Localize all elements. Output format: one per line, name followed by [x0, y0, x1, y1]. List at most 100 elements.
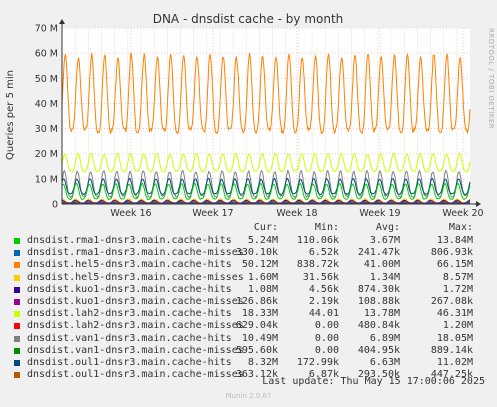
legend-min: 838.72k — [296, 259, 339, 271]
y-axis-arrow — [59, 19, 65, 24]
legend-series-name: dnsdist.lah2-dnsr3.main.cache-misses — [27, 320, 244, 332]
legend-avg: 404.95k — [357, 344, 400, 356]
legend-min: 0.00 — [314, 332, 339, 344]
legend-swatch — [14, 298, 20, 305]
legend-series-name: dnsdist.kuo1-dnsr3.main.cache-hits — [27, 283, 232, 295]
last-update: Last update: Thu May 15 17:00:06 2025 — [262, 376, 485, 387]
legend-max: 46.31M — [436, 308, 473, 320]
y-tick-label: 70 M — [35, 24, 58, 35]
legend-header-avg: Avg: — [375, 222, 400, 233]
legend-cur: 1.08M — [247, 283, 278, 295]
legend-max: 8.57M — [442, 271, 473, 283]
legend-max: 267.08k — [430, 295, 473, 307]
chart-title: DNA - dnsdist cache - by month — [153, 12, 344, 26]
y-tick-label: 40 M — [35, 99, 58, 110]
legend-cur: 330.10k — [235, 247, 278, 259]
legend-series-name: dnsdist.rma1-dnsr3.main.cache-misses — [27, 247, 244, 259]
y-tick-label: 10 M — [35, 174, 58, 185]
legend-avg: 293.50k — [357, 369, 400, 381]
legend-row: dnsdist.van1-dnsr3.main.cache-misses 595.… — [12, 345, 490, 357]
legend-swatch — [14, 335, 20, 342]
legend-row: dnsdist.lah2-dnsr3.main.cache-misses 629.… — [12, 320, 490, 332]
legend-series-name: dnsdist.van1-dnsr3.main.cache-misses — [27, 344, 244, 356]
side-label: RRDTOOL / TOBI OETIKER — [487, 28, 495, 130]
legend-row: dnsdist.van1-dnsr3.main.cache-hits 10.49M… — [12, 333, 490, 345]
legend-max: 11.02M — [436, 356, 473, 368]
legend-avg: 108.88k — [357, 295, 400, 307]
legend-min: 2.19k — [308, 295, 339, 307]
series-line — [61, 182, 471, 201]
footer: Munin 2.0.67 — [225, 392, 272, 400]
legend-avg: 41.00M — [363, 259, 400, 271]
legend-min: 6.52k — [308, 247, 339, 259]
legend-cur: 18.33M — [241, 308, 278, 320]
y-axis-label: Queries per 5 min — [5, 70, 16, 160]
legend-series-name: dnsdist.hel5-dnsr3.main.cache-misses — [27, 271, 244, 283]
legend-cur: 8.32M — [247, 356, 278, 368]
legend-cur: 5.24M — [247, 235, 278, 246]
legend-avg: 241.47k — [357, 247, 400, 259]
y-tick-label: 30 M — [35, 124, 58, 135]
legend-row: dnsdist.hel5-dnsr3.main.cache-misses 1.60… — [12, 272, 490, 284]
legend-cur: 1.60M — [247, 271, 278, 283]
legend-swatch — [14, 311, 20, 318]
legend-max: 1.72M — [442, 283, 473, 295]
legend-swatch — [14, 262, 20, 269]
y-tick-label: 50 M — [35, 74, 58, 85]
legend-cur: 50.12M — [241, 259, 278, 271]
legend-max: 806.93k — [430, 247, 473, 259]
legend-max: 889.14k — [430, 344, 473, 356]
axes: 0 10 M 20 M 30 M 40 M 50 M 60 M 70 M Week 16 Week… — [35, 19, 484, 219]
legend-min: 0.00 — [314, 344, 339, 356]
legend-min: 0.00 — [314, 320, 339, 332]
y-tick-label: 0 — [52, 200, 58, 211]
x-tick-label: Week 16 — [110, 208, 151, 219]
legend-min: 31.56k — [302, 271, 339, 283]
series-line — [61, 152, 471, 173]
x-tick-label: Week 19 — [359, 208, 400, 219]
series-line — [61, 52, 471, 135]
legend-row: dnsdist.oul1-dnsr3.main.cache-hits 8.32M 1… — [12, 357, 490, 369]
legend-series-name: dnsdist.oul1-dnsr3.main.cache-misses — [27, 369, 244, 381]
legend-swatch — [14, 359, 20, 366]
legend-max: 1.20M — [442, 320, 473, 332]
legend-swatch — [14, 250, 20, 257]
legend-series-name: dnsdist.hel5-dnsr3.main.cache-hits — [27, 259, 232, 271]
x-tick-label: Week 17 — [192, 208, 233, 219]
series-line — [61, 177, 471, 196]
legend-cur: 10.49M — [241, 332, 278, 344]
legend-header-cur: Cur: — [253, 222, 278, 233]
legend-cur: 595.60k — [235, 344, 278, 356]
y-tick-label: 60 M — [35, 49, 58, 60]
legend-min: 110.06k — [296, 235, 339, 246]
x-tick-label: Week 18 — [276, 208, 317, 219]
legend-row: dnsdist.rma1-dnsr3.main.cache-hits 5.24M 1… — [12, 235, 490, 247]
legend-avg: 6.63M — [369, 356, 400, 368]
legend-row: dnsdist.kuo1-dnsr3.main.cache-misses 126.… — [12, 296, 490, 308]
legend-avg: 874.30k — [357, 283, 400, 295]
legend-avg: 480.84k — [357, 320, 400, 332]
legend-swatch — [14, 274, 20, 281]
legend-max: 66.15M — [436, 259, 473, 271]
legend-min: 4.56k — [308, 283, 339, 295]
legend-min: 44.01 — [308, 308, 339, 320]
legend-avg: 1.34M — [369, 271, 400, 283]
legend-min: 6.87k — [308, 369, 339, 381]
legend: Cur: Min: Avg: Max: dnsdist.rma1-dnsr3.m… — [12, 222, 490, 381]
legend-row: dnsdist.hel5-dnsr3.main.cache-hits 50.12M… — [12, 259, 490, 271]
legend-series-name: dnsdist.van1-dnsr3.main.cache-hits — [27, 332, 232, 344]
legend-header-max: Max: — [448, 222, 473, 233]
legend-swatch — [14, 347, 20, 354]
legend-max: 18.05M — [436, 332, 473, 344]
x-tick-label: Week 20 — [442, 208, 483, 219]
grid — [62, 27, 470, 205]
legend-series-name: dnsdist.kuo1-dnsr3.main.cache-misses — [27, 295, 244, 307]
y-tick-label: 20 M — [35, 149, 58, 160]
legend-max: 447.25k — [430, 369, 473, 381]
legend-series-name: dnsdist.rma1-dnsr3.main.cache-hits — [27, 235, 232, 246]
legend-row: dnsdist.oul1-dnsr3.main.cache-misses 363.… — [12, 369, 490, 381]
legend-avg: 6.89M — [369, 332, 400, 344]
x-axis-arrow — [476, 201, 481, 207]
legend-row: dnsdist.kuo1-dnsr3.main.cache-hits 1.08M 4… — [12, 284, 490, 296]
plot-area — [62, 28, 470, 204]
